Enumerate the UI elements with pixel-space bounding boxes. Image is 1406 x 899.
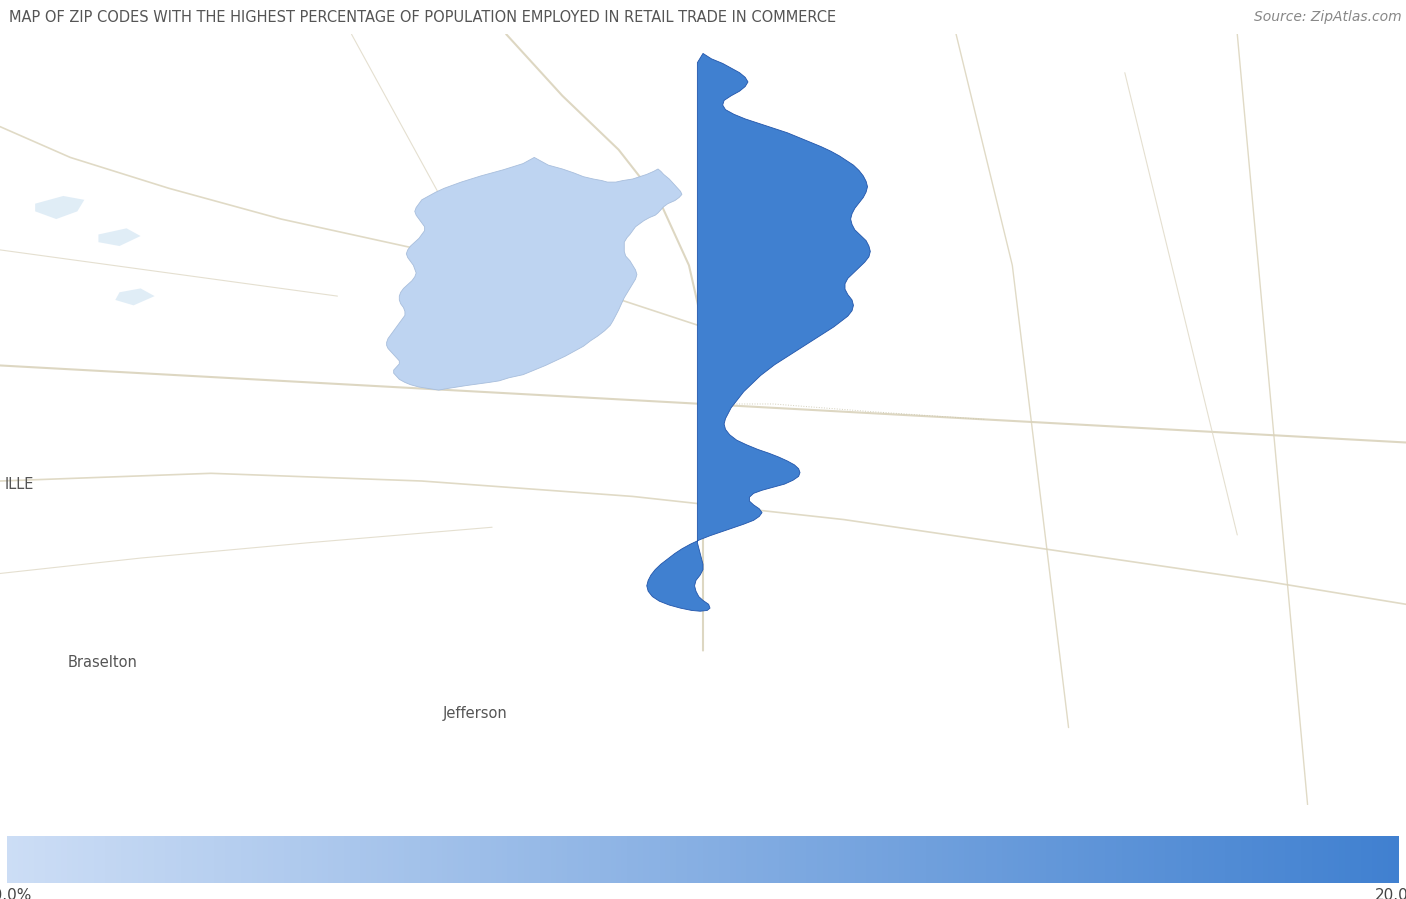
Text: MAP OF ZIP CODES WITH THE HIGHEST PERCENTAGE OF POPULATION EMPLOYED IN RETAIL TR: MAP OF ZIP CODES WITH THE HIGHEST PERCEN… xyxy=(8,10,837,24)
Polygon shape xyxy=(115,289,155,306)
Polygon shape xyxy=(647,53,870,611)
Text: ILLE: ILLE xyxy=(4,477,34,493)
Polygon shape xyxy=(387,157,682,390)
Text: Jefferson: Jefferson xyxy=(443,707,508,721)
Text: Braselton: Braselton xyxy=(67,654,138,670)
Text: Source: ZipAtlas.com: Source: ZipAtlas.com xyxy=(1254,10,1402,24)
Polygon shape xyxy=(35,196,84,219)
Polygon shape xyxy=(98,228,141,246)
